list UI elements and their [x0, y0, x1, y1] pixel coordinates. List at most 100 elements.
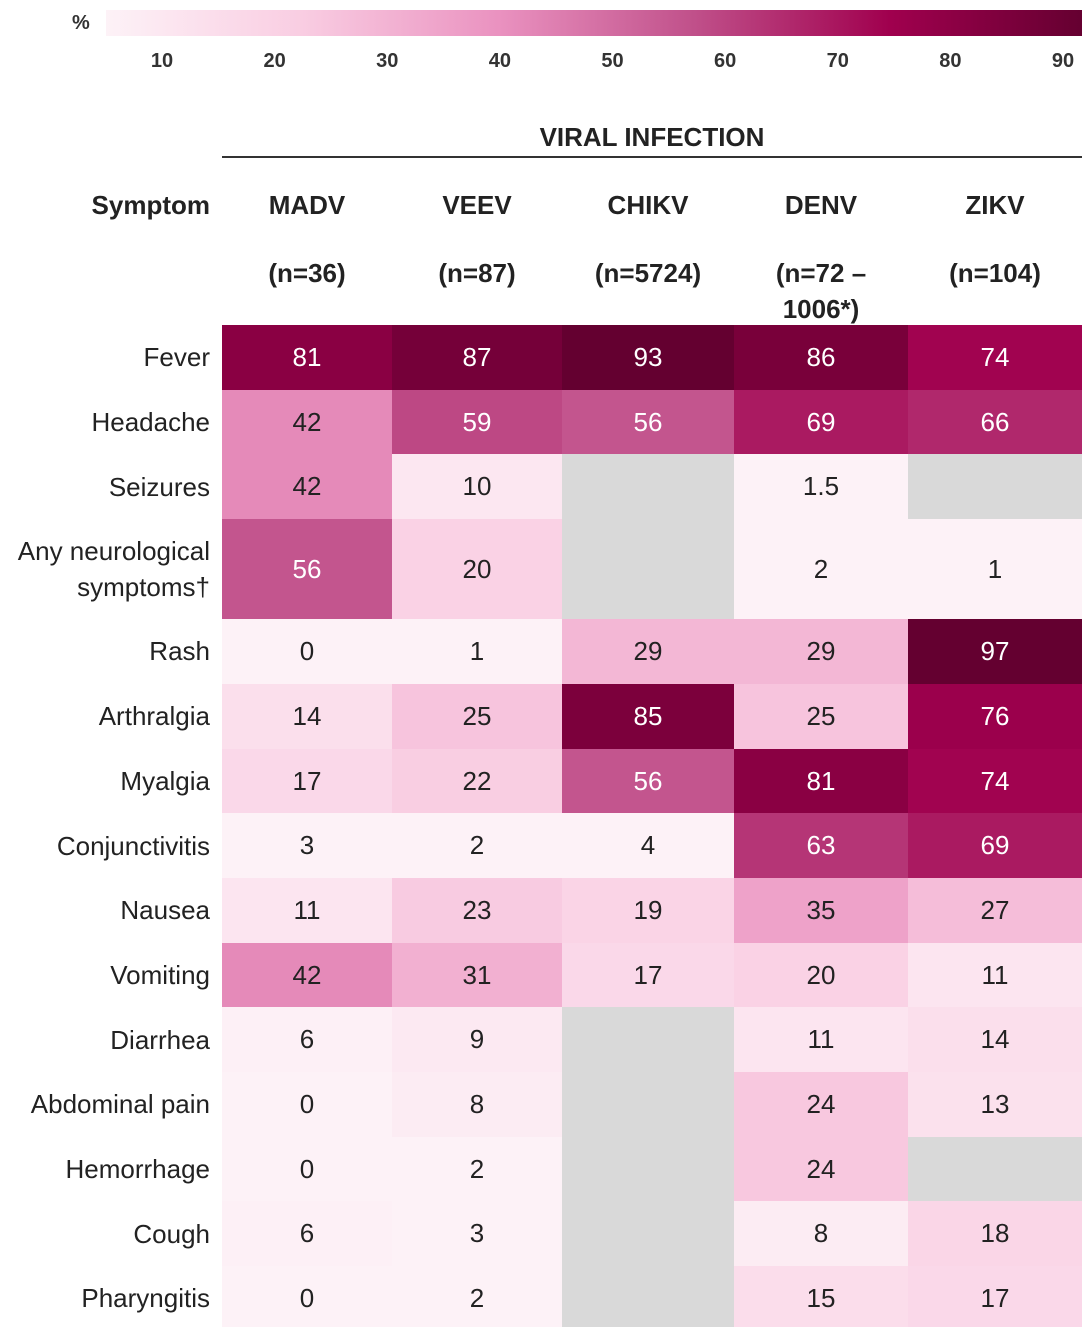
heat-cell: 17 — [908, 1266, 1082, 1327]
heat-cell: 23 — [392, 877, 562, 944]
heat-cell: 29 — [734, 619, 908, 685]
heat-cell: 63 — [734, 813, 908, 879]
empty-cell — [562, 1201, 734, 1267]
row-label: Headache — [91, 407, 210, 438]
heat-cell: 0 — [222, 1072, 392, 1138]
heat-cell: 6 — [222, 1201, 392, 1267]
heat-cell: 13 — [908, 1072, 1082, 1138]
heat-cell: 86 — [734, 325, 908, 391]
heat-cell: 1.5 — [734, 454, 908, 520]
heat-cell: 29 — [562, 619, 734, 685]
title-rule — [222, 156, 1082, 158]
heat-cell: 17 — [562, 942, 734, 1008]
row-label: Hemorrhage — [65, 1154, 210, 1185]
heat-cell: 20 — [392, 519, 562, 620]
heat-cell: 17 — [222, 748, 392, 814]
row-label: Myalgia — [120, 765, 210, 796]
heat-cell: 81 — [222, 325, 392, 391]
row-label: Cough — [133, 1218, 210, 1249]
colorbar — [105, 10, 1082, 36]
heat-cell: 31 — [392, 942, 562, 1008]
table-title: VIRAL INFECTION — [539, 122, 765, 152]
heat-cell: 10 — [392, 454, 562, 520]
row-label: Seizures — [108, 471, 210, 502]
heat-cell: 1 — [908, 519, 1082, 620]
heat-cell: 22 — [392, 748, 562, 814]
colorbar-tick-label: 80 — [939, 50, 962, 72]
heat-cell: 3 — [392, 1201, 562, 1267]
heat-cell: 0 — [222, 619, 392, 685]
empty-cell — [562, 454, 734, 520]
row-label: Abdominal pain — [30, 1089, 210, 1120]
column-n: (n=72 – 1006*) — [775, 258, 867, 324]
colorbar-tick-label: 70 — [826, 50, 849, 72]
heat-cell: 8 — [392, 1072, 562, 1138]
heat-cell: 0 — [222, 1266, 392, 1327]
heat-cell: 0 — [222, 1136, 392, 1202]
column-name: VEEV — [442, 190, 512, 220]
row-label: Conjunctivitis — [56, 830, 210, 861]
colorbar-label: % — [72, 12, 90, 34]
heat-cell: 42 — [222, 389, 392, 455]
heat-cell: 85 — [562, 683, 734, 749]
heat-cell: 27 — [908, 877, 1082, 944]
empty-cell — [908, 454, 1082, 520]
heat-cell: 11 — [908, 942, 1082, 1008]
heat-cell: 2 — [734, 519, 908, 620]
heat-cell: 74 — [908, 748, 1082, 814]
column-name: CHIKV — [607, 190, 689, 220]
heat-cell: 2 — [392, 1136, 562, 1202]
row-label: Vomiting — [110, 959, 210, 990]
colorbar-tick-label: 50 — [601, 50, 624, 72]
colorbar-tick-label: 30 — [376, 50, 399, 72]
column-n: (n=87) — [438, 258, 516, 288]
heat-cell: 25 — [392, 683, 562, 749]
heat-cell: 3 — [222, 813, 392, 879]
heat-cell: 25 — [734, 683, 908, 749]
heat-cell: 24 — [734, 1072, 908, 1138]
heat-cell: 8 — [734, 1201, 908, 1267]
heat-cell: 9 — [392, 1007, 562, 1073]
heat-cell: 81 — [734, 748, 908, 814]
heat-cell: 11 — [222, 877, 392, 944]
column-n: (n=104) — [949, 258, 1041, 288]
empty-cell — [908, 1136, 1082, 1202]
column-name: MADV — [268, 190, 346, 220]
heat-cell: 87 — [392, 325, 562, 391]
heat-cell: 69 — [908, 813, 1082, 879]
heat-cell: 18 — [908, 1201, 1082, 1267]
heat-cell: 74 — [908, 325, 1082, 391]
empty-cell — [562, 1007, 734, 1073]
heat-cell: 35 — [734, 877, 908, 944]
row-label: Nausea — [120, 895, 210, 926]
column-n: (n=5724) — [594, 258, 702, 288]
heat-cell: 69 — [734, 389, 908, 455]
heat-cell: 20 — [734, 942, 908, 1008]
column-name: ZIKV — [965, 190, 1025, 220]
row-label: Arthralgia — [98, 701, 210, 732]
heat-cell: 24 — [734, 1136, 908, 1202]
row-label: Pharyngitis — [81, 1283, 210, 1314]
empty-cell — [562, 1266, 734, 1327]
row-label: Rash — [149, 636, 210, 667]
heat-cell: 11 — [734, 1007, 908, 1073]
empty-cell — [562, 1072, 734, 1138]
empty-cell — [562, 519, 734, 620]
heat-cell: 42 — [222, 942, 392, 1008]
row-header: Symptom — [91, 190, 210, 220]
heat-cell: 14 — [222, 683, 392, 749]
empty-cell — [562, 1136, 734, 1202]
colorbar-tick-label: 20 — [263, 50, 286, 72]
colorbar-tick-label: 90 — [1051, 50, 1075, 72]
colorbar-tick-label: 10 — [150, 50, 174, 72]
heat-cell: 56 — [222, 519, 392, 620]
heat-cell: 19 — [562, 877, 734, 944]
colorbar-tick-label: 60 — [714, 50, 737, 72]
heat-cell: 97 — [908, 619, 1082, 685]
row-label: Any neurological symptoms† — [17, 536, 210, 603]
heat-cell: 1 — [392, 619, 562, 685]
colorbar-tick-label: 40 — [488, 50, 511, 72]
heat-cell: 66 — [908, 389, 1082, 455]
heat-cell: 56 — [562, 748, 734, 814]
